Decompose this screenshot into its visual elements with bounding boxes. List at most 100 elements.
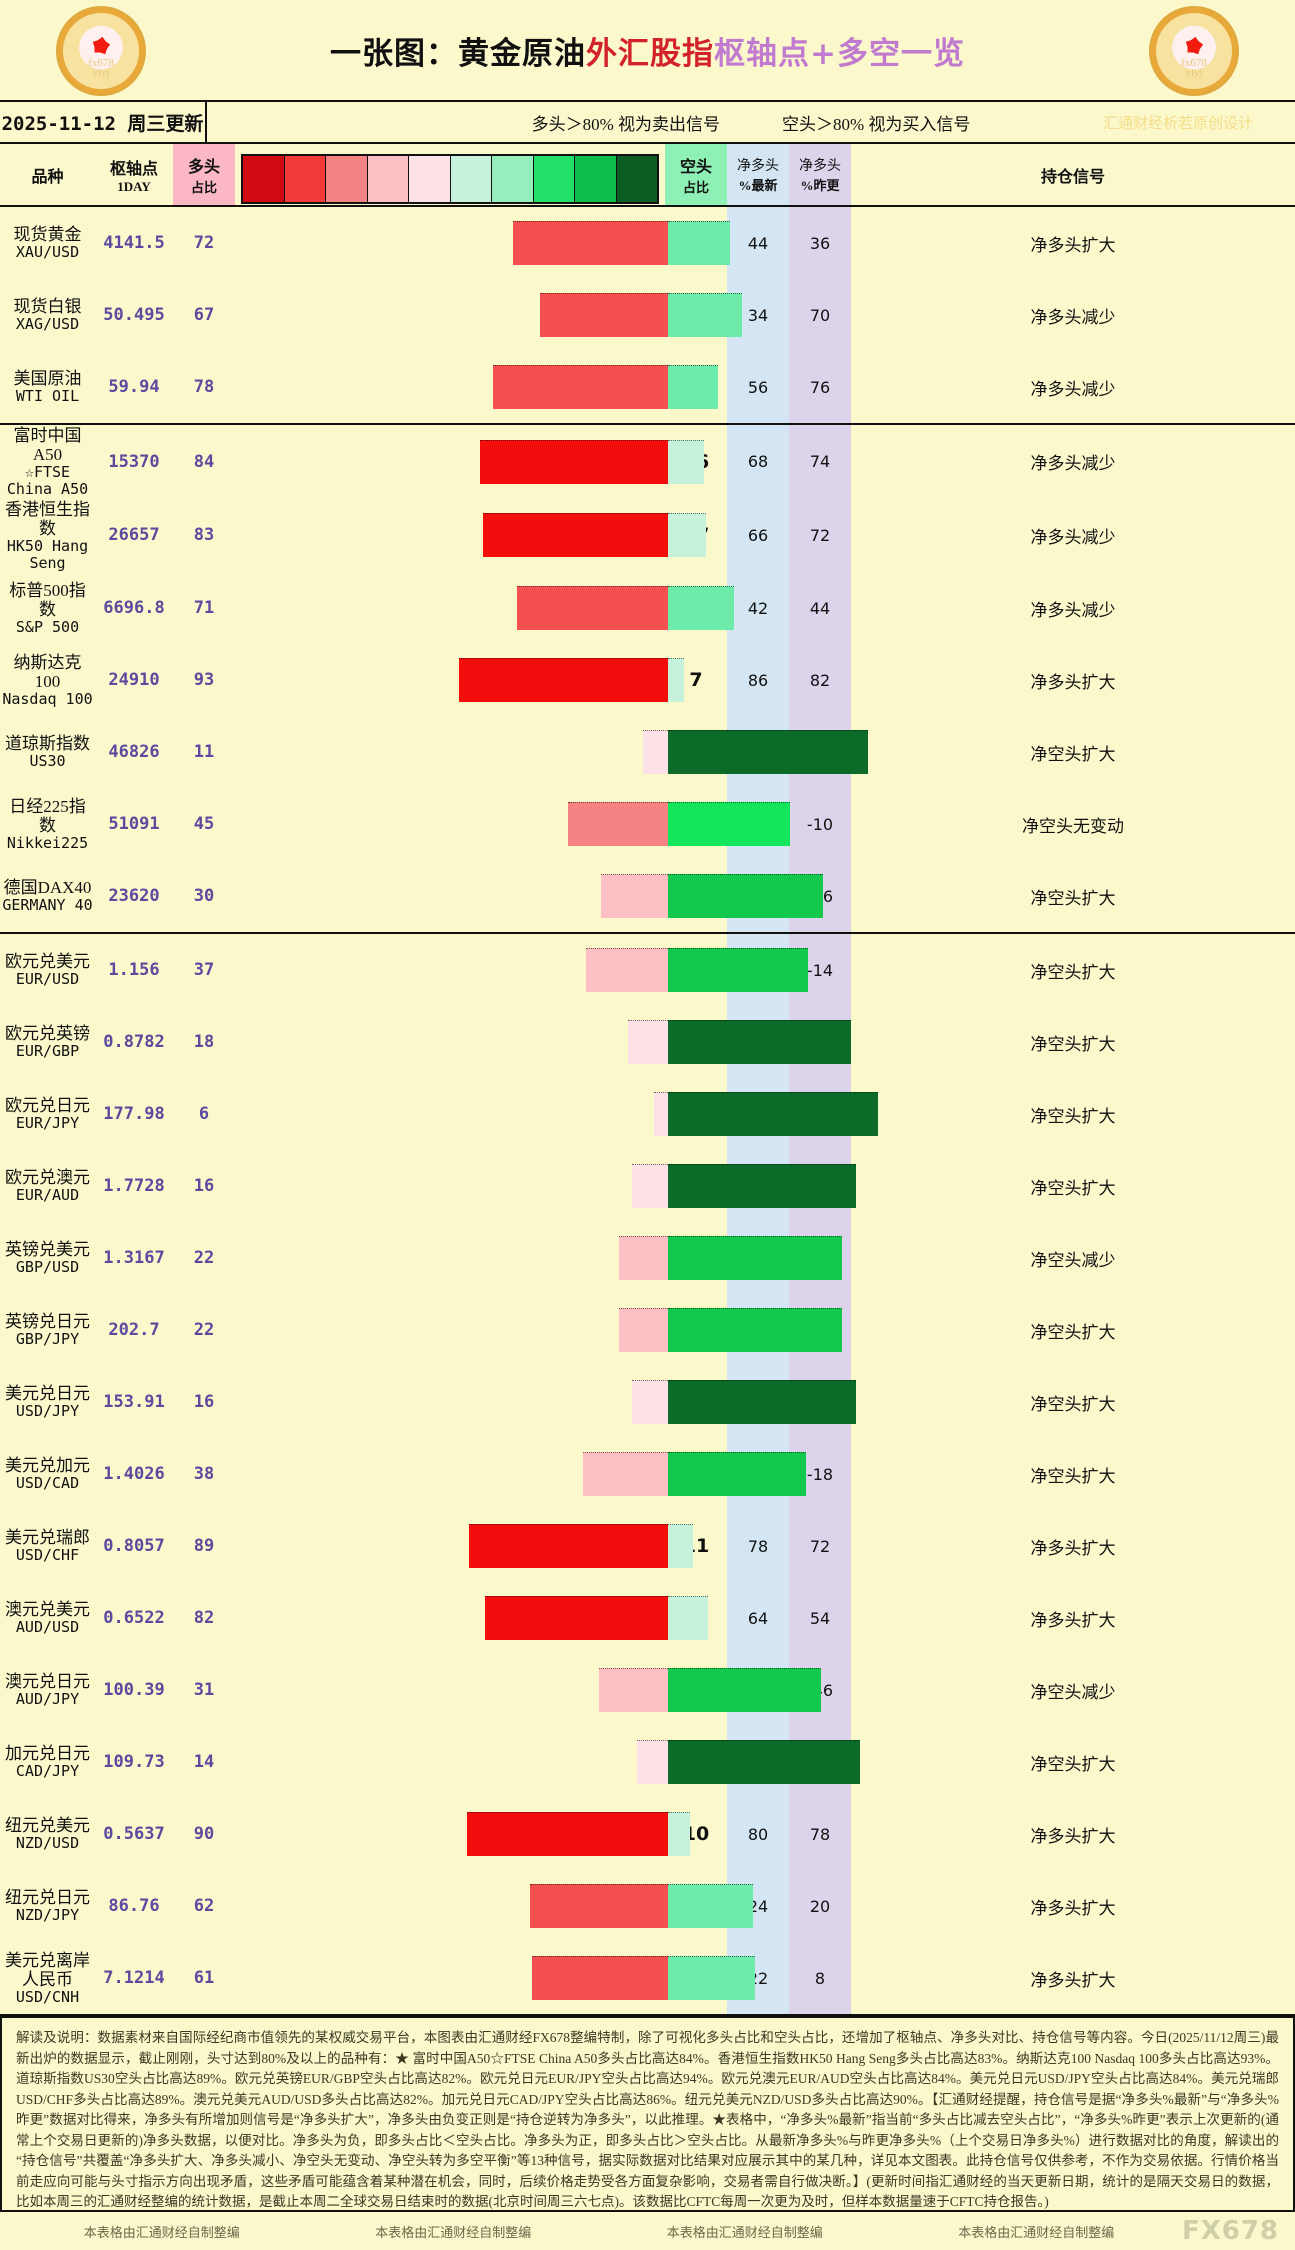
pivot-value: 6696.8 [95,572,173,645]
long-percent: 16 [173,1150,235,1223]
long-bar-segment [643,730,668,775]
instrument-name-en: HK50 Hang Seng [6,536,89,572]
pivot-value: 59.94 [95,351,173,425]
long-percent: 18 [173,1006,235,1079]
position-signal: 净多头扩大 [851,1798,1295,1871]
instrument-name-en: XAU/USD [15,243,80,262]
long-percent: 38 [173,1438,235,1511]
instrument-name-cn: 澳元兑日元 [5,1672,90,1692]
ratio-bar [235,207,730,279]
brand-credit: 汇通财经析若原创设计 [1102,115,1253,132]
ratio-bar [235,1150,856,1222]
position-signal: 净空头扩大 [851,933,1295,1007]
ratio-bar-cell [235,1726,860,1799]
short-bar-segment [668,293,742,337]
net-long-latest: 66 [727,498,789,573]
instrument-name-cn: 英镑兑美元 [5,1240,90,1260]
long-percent: 78 [173,351,235,425]
ratio-bar-cell [235,1150,856,1223]
instrument-name-en: CAD/JPY [15,1762,80,1781]
ratio-bar-cell [235,1582,708,1655]
pivot-value: 202.7 [95,1294,173,1367]
legend-swatch [326,156,368,202]
instrument-name-en: USD/JPY [15,1402,80,1421]
long-percent: 22 [173,1222,235,1295]
long-percent: 22 [173,1294,235,1367]
pivot-value: 23620 [95,860,173,935]
short-bar-segment [668,874,823,919]
col-header-short-main: 空头 [679,159,712,176]
instrument-name-cn: 日经225指数 [9,796,86,835]
net-long-previous: 82 [789,644,851,717]
long-percent: 93 [173,644,235,717]
ratio-bar [235,1006,851,1078]
page-title: 一张图：黄金原油外汇股指枢轴点+多空一览 [330,28,965,73]
ratio-bar [235,1654,821,1726]
pivot-value: 15370 [95,424,173,499]
ratio-bar-cell [235,1798,690,1871]
pivot-value: 1.3167 [95,1222,173,1295]
instrument-name-cn: 标普500指数 [9,580,86,619]
position-signal: 净多头扩大 [851,1870,1295,1943]
ratio-bar [235,1582,708,1654]
logo-coin-text-right: fx678 ylyj [1181,57,1207,79]
instrument-name: 日经225指数 Nikkei225 [0,788,95,861]
net-long-previous: 8 [789,1942,851,2017]
table-row: 富时中国A50☆FTSE China A501537084166874净多头减少 [0,424,1295,499]
ratio-bar [235,860,823,932]
long-bar-segment [532,1956,668,2001]
ratio-bar [235,1294,842,1366]
position-signal: 净空头扩大 [851,1438,1295,1511]
instrument-name-en: USD/CAD [15,1474,80,1493]
legend-swatch [533,156,575,202]
ratio-bar [235,425,704,499]
short-bar-segment [668,1956,755,2001]
col-header-long-sub: 占比 [190,180,217,195]
instrument-name: 欧元兑英镑 EUR/GBP [0,1006,95,1079]
net-long-previous: 44 [789,572,851,645]
short-bar-segment [668,365,718,409]
col-header-pivot-main: 枢轴点 [109,160,158,178]
ratio-bar [235,644,684,716]
pivot-value: 50.495 [95,279,173,351]
ratio-bar [235,1870,753,1942]
table-row: 纽元兑美元 NZD/USD 0.5637 90 10 80 78 净多头扩大 [0,1798,1295,1871]
ratio-bar [235,934,808,1006]
legend-swatch [616,156,657,202]
instrument-name-cn: 美元兑瑞郎 [5,1528,90,1548]
long-bar-segment [586,948,668,993]
legend-swatch [492,156,534,202]
instrument-name-en: USD/CNH [15,1987,80,2006]
col-header-pivot-sub: 1DAY [117,178,151,194]
ratio-bar-cell [235,1654,821,1727]
ratio-bar [235,1942,755,2014]
instrument-name-en: GBP/JPY [15,1330,80,1349]
long-percent: 11 [173,716,235,789]
instrument-name-cn: 美元兑日元 [5,1384,90,1404]
long-percent: 82 [173,1582,235,1655]
net-long-previous: 72 [789,498,851,573]
instrument-name: 标普500指数 S&P 500 [0,572,95,645]
instrument-name-en: EUR/AUD [15,1186,80,1205]
ratio-bar [235,1726,860,1798]
net-long-previous: -10 [789,788,851,861]
instrument-name-en: AUD/JPY [15,1690,80,1709]
instrument-name-cn: 欧元兑英镑 [5,1024,90,1044]
credit-item: 本表格由汇通财经自制整编 [375,2224,532,2240]
ratio-bar-cell [235,205,730,279]
short-bar-segment [668,439,704,484]
long-percent: 62 [173,1870,235,1943]
table-body: 现货黄金XAU/USD4141.572284436净多头扩大现货白银XAG/US… [0,205,1295,2017]
position-signal: 净空头扩大 [851,1150,1295,1223]
long-bar-segment [632,1380,668,1425]
instrument-name-cn: 香港恒生指数 [5,499,90,538]
ratio-bar-cell [235,933,808,1007]
ratio-bar [235,1798,690,1870]
position-signal: 净多头扩大 [851,1582,1295,1655]
table-head: 品种 枢轴点 1DAY 多头 占比 空头 占比 净多头 [0,144,1295,206]
short-bar-segment [668,1236,842,1281]
legend-swatch [450,156,492,202]
